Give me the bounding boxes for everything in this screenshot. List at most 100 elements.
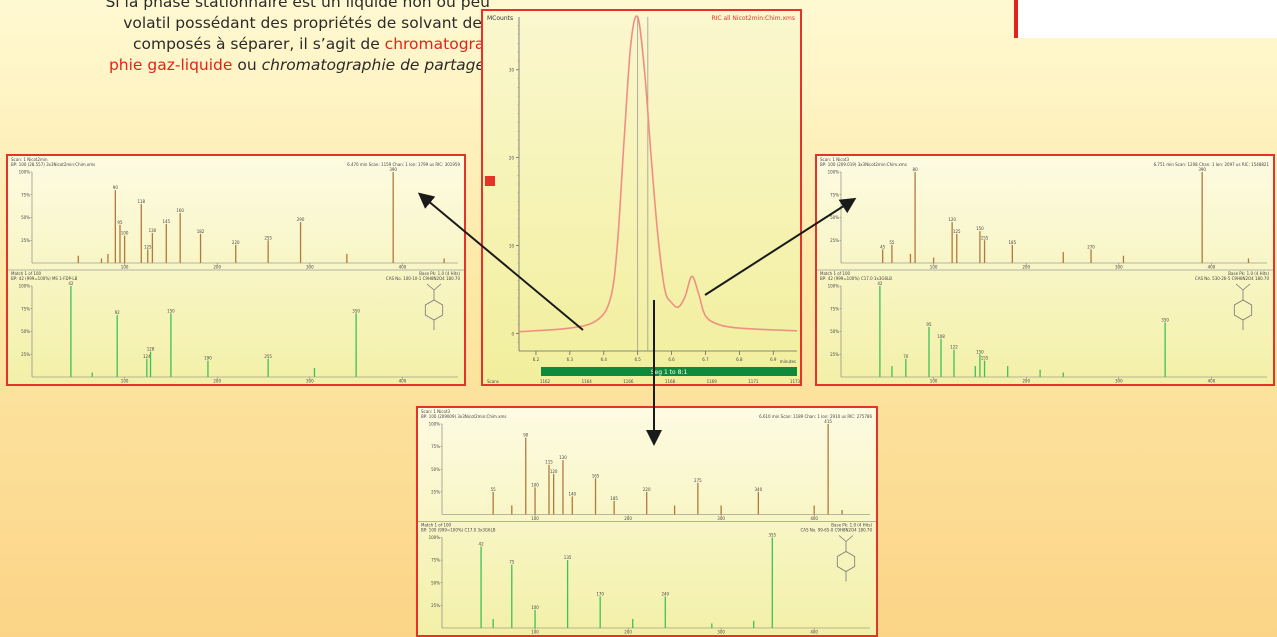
- spectrum-peak-label: 92: [115, 310, 121, 315]
- term-chromatographie-gaz-liquide-end: phie gaz-liquide: [108, 56, 233, 74]
- spectrum-x-label: 100: [121, 265, 129, 270]
- spectrum-y-label: 25%: [21, 352, 30, 357]
- spectrum-y-label: 100%: [429, 535, 441, 540]
- chromatogram-background: [483, 11, 800, 384]
- spectrum-y-label: 75%: [431, 558, 440, 563]
- spectrum-peak-label: 90: [523, 433, 529, 438]
- spectrum-peak-label: 220: [232, 240, 240, 245]
- spectrum-peak-label: 130: [149, 228, 157, 233]
- spectrum-peak-label: 150: [976, 226, 984, 231]
- spectrum-x-label: 400: [1208, 265, 1216, 270]
- segment-bar: [541, 367, 797, 376]
- paragraph-line-2: volatil possédant des propriétés de solv…: [123, 14, 490, 32]
- spectrum-peak-label: 100: [121, 231, 129, 236]
- spectrum-peak-label: 100: [531, 605, 539, 610]
- paragraph-line-3: composés à séparer, il s’agit de chromat…: [0, 34, 490, 55]
- chromatogram-x-ticks: 6.2 6.3 6.4 6.5 6.6 6.7 6.8 6.9: [533, 351, 777, 362]
- spectrum-peak-label: 150: [976, 349, 984, 354]
- spectrum-bottom-header-right: CAS No. 530-26-5 C9H8N2O4 180.70: [1195, 276, 1270, 281]
- spectrum-peak-label: 185: [610, 496, 618, 501]
- spectrum-peak-label: 240: [661, 591, 669, 596]
- spectrum-peak-label: 120: [550, 469, 558, 474]
- spectrum-y-label: 50%: [830, 329, 839, 334]
- spectrum-peak-label: 120: [948, 217, 956, 222]
- spectrum-top-header-right: 6.470 min Scan: 1159 Chan: 1 Ion: 1799 u…: [347, 162, 460, 167]
- spectrum-y-label: 25%: [21, 238, 30, 243]
- chromatogram-x-tick-label: 6.4: [601, 357, 608, 362]
- paragraph-line-1: Si la phase stationnaire est un liquide …: [105, 0, 490, 11]
- spectrum-peak-label: 190: [204, 356, 212, 361]
- spectrum-x-label: 400: [399, 265, 407, 270]
- spectrum-x-label: 100: [531, 630, 539, 635]
- spectrum-y-label: 50%: [830, 215, 839, 220]
- spectrum-top-header: Scan: 1 Nicot3: [820, 157, 849, 162]
- spectrum-bottom-header-right: CAS No. 100-10-1 C9H8N2O4 180.70: [386, 276, 461, 281]
- spectrum-peak-label: 42: [877, 281, 883, 286]
- chromatogram-y-tick-label: 20: [509, 156, 515, 161]
- chromatogram-plot: MCounts RIC all Nicot2min:Chim.xms 30 20 1…: [483, 11, 800, 384]
- spectrum-y-label: 100%: [828, 170, 840, 175]
- spectrum-y-label: 50%: [431, 580, 440, 585]
- mass-spectrum-bottom-panel: Scan: 1 Nicot3 BP: 100 (209009) 3x3Nicot2…: [416, 406, 878, 637]
- spectrum-peak-label: 182: [197, 229, 205, 234]
- spectrum-top-header-detail: BP: 100 (28.557) 3x3Nicot2min:Chim.xms: [11, 162, 95, 167]
- spectrum-x-label: 300: [306, 379, 314, 384]
- spectrum-x-label: 300: [717, 630, 725, 635]
- chromatogram-marker-square: [485, 176, 495, 186]
- spectrum-x-label: 200: [624, 516, 632, 521]
- chromatogram-scan-label: 1171: [748, 379, 759, 384]
- chromatogram-scan-label: 1173: [790, 379, 800, 384]
- spectrum-y-label: 50%: [431, 467, 440, 472]
- spectrum-peak-label: 55: [889, 240, 895, 245]
- chromatogram-ylabel: MCounts: [487, 15, 513, 22]
- spectrum-peak-label: 170: [596, 591, 604, 596]
- spectrum-y-label: 75%: [830, 192, 839, 197]
- spectrum-peak-label: 220: [643, 487, 651, 492]
- spectrum-peak-label: 42: [479, 542, 485, 547]
- side-note-box: [1014, 0, 1277, 38]
- chromatogram-y-tick-label: 0: [511, 331, 514, 336]
- scans-label: Scans: [487, 379, 499, 384]
- spectrum-y-label: 25%: [431, 489, 440, 494]
- spectrum-y-label: 50%: [21, 215, 30, 220]
- term-chromatographie-de-partage: chromatographie de partage: [261, 56, 486, 74]
- spectrum-y-label: 25%: [830, 238, 839, 243]
- spectrum-peak-label: 155: [981, 235, 989, 240]
- mass-spectrum-right-panel: Scan: 1 Nicot3 BP: 100 (209.019) 3x3Nicot…: [815, 154, 1275, 386]
- spectrum-peak-label: 155: [981, 356, 989, 361]
- spectrum-x-label: 200: [624, 630, 632, 635]
- spectrum-top-header-right: 6.610 min Scan: 1189 Chan: 1 Ion: 2910 u…: [759, 414, 872, 419]
- spectrum-peak-label: 75: [509, 560, 515, 565]
- paragraph-line-4: phie gaz-liquide ou chromatographie de p…: [0, 55, 490, 76]
- chromatogram-markers: [637, 17, 649, 351]
- spectrum-x-label: 200: [1022, 379, 1030, 384]
- spectrum-peak-label: 255: [264, 354, 272, 359]
- spectrum-bottom-header-right: CAS No. 99-65-0 C9H8N2O4 180.70: [800, 528, 872, 533]
- spectrum-y-label: 25%: [830, 352, 839, 357]
- spectrum-peak-label: 125: [144, 244, 152, 249]
- spectrum-x-label: 400: [399, 379, 407, 384]
- chromatogram-scan-ticks: 1162 1164 1166 1168 1169 1171 1173: [540, 379, 800, 384]
- spectrum-peak-label: 95: [926, 322, 932, 327]
- chromatogram-scan-label: 1166: [623, 379, 634, 384]
- spectrum-peak-label: 140: [568, 491, 576, 496]
- spectrum-x-label: 200: [213, 379, 221, 384]
- chromatogram-x-tick-label: 6.5: [634, 357, 641, 362]
- chromatogram-xunit: minutes: [780, 359, 796, 364]
- spectrum-y-label: 75%: [830, 306, 839, 311]
- spectrum-top-header: Scan: 1 Nicot2min: [11, 157, 48, 162]
- spectrum-peak-label: 355: [768, 533, 776, 538]
- chromatogram-legend: RIC all Nicot2min:Chim.xms: [711, 15, 795, 22]
- spectrum-peak-label: 415: [824, 419, 832, 424]
- spectrum-base-peak: Base Pk: 1.0 (4 Hits): [1228, 271, 1269, 276]
- spectrum-x-label: 100: [930, 265, 938, 270]
- spectrum-x-label: 400: [1208, 379, 1216, 384]
- spectrum-peak-label: 122: [950, 345, 958, 350]
- spectrum-peak-label: 45: [880, 244, 886, 249]
- chromatogram-scan-label: 1169: [707, 379, 718, 384]
- spectrum-bottom-header: Match 1 of 100: [421, 523, 452, 528]
- paragraph-line-3-text: composés à séparer, il s’agit de: [132, 35, 385, 53]
- intro-paragraph: Si la phase stationnaire est un liquide …: [0, 0, 490, 76]
- spectrum-y-label: 25%: [431, 603, 440, 608]
- spectrum-bottom-header-detail: BP: 42 (999=100%) MS 1-FDP-LB: [11, 276, 78, 281]
